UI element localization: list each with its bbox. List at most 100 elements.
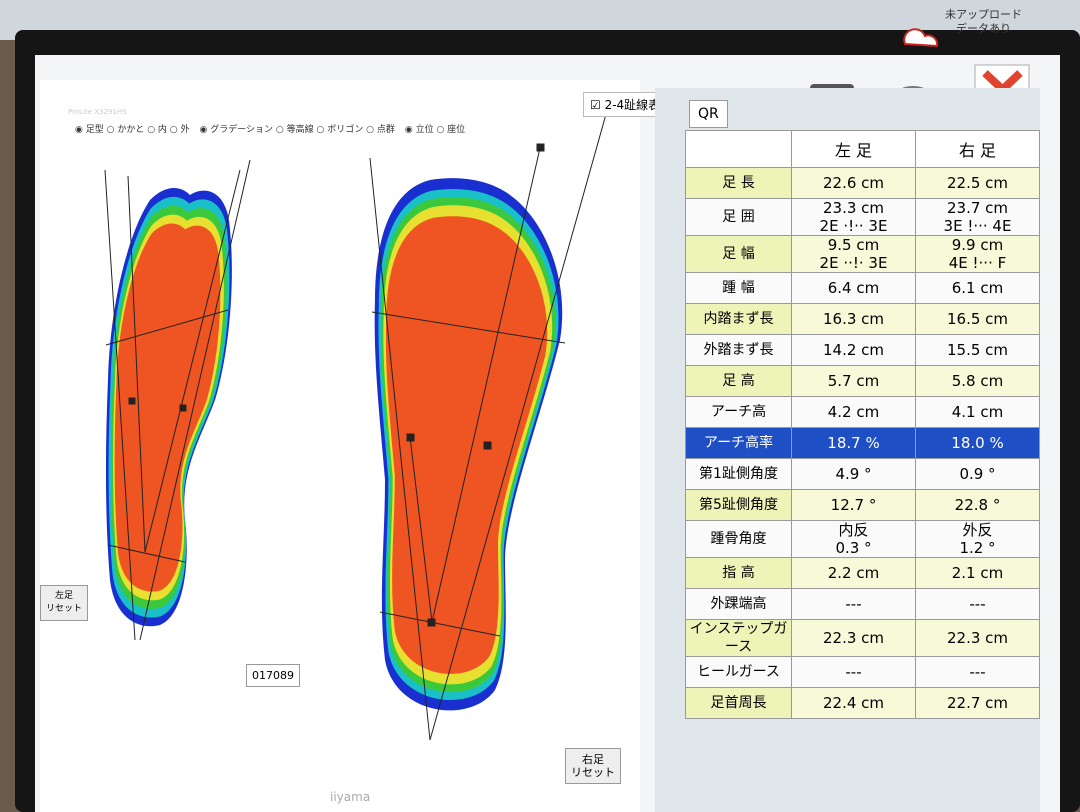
value-line: 16.5 cm (946, 310, 1009, 328)
value-line: 16.3 cm (822, 310, 885, 328)
left-value: 16.3 cm (791, 303, 916, 335)
row-label: インステップガース (685, 619, 792, 657)
left-value: 5.7 cm (791, 365, 916, 397)
row-label: 外踝端高 (685, 588, 792, 620)
guide-line (104, 169, 136, 641)
option[interactable]: ○ 等高線 (273, 125, 314, 135)
left-value: 23.3 cm 2E ·!·· 3E (791, 198, 916, 236)
left-value: 4.2 cm (791, 396, 916, 428)
table-row[interactable]: 外踝端高 --- --- (685, 588, 1040, 620)
value-line: 9.5 cm (827, 236, 880, 254)
table-row[interactable]: 足 幅 9.5 cm 2E ··!· 3E 9.9 cm 4E !··· F (685, 235, 1040, 273)
qr-button[interactable]: QR (689, 100, 728, 128)
right-value: 22.8 ° (915, 489, 1040, 521)
table-row[interactable]: 第1趾側角度 4.9 ° 0.9 ° (685, 458, 1040, 490)
option-group: ◉ 立位 ○ 座位 (405, 122, 465, 135)
toolbar: ◉ 足型 ○ かかと ○ 内 ○ 外 ◉ グラデーション ○ 等高線 ○ ポリゴン… (75, 122, 465, 135)
value-line: 4.1 cm (951, 403, 1004, 421)
value-line: 22.5 cm (946, 174, 1009, 192)
value-line: 23.7 cm (946, 199, 1009, 217)
option-label: 立位 (415, 125, 434, 135)
right-value: 2.1 cm (915, 557, 1040, 589)
guide-line (105, 309, 229, 346)
table-row[interactable]: 踵 幅 6.4 cm 6.1 cm (685, 272, 1040, 304)
option[interactable]: ○ 座位 (433, 125, 466, 135)
table-row[interactable]: インステップガース 22.3 cm 22.3 cm (685, 619, 1040, 657)
value-line: 外反 (962, 521, 993, 539)
measurement-panel: QR 左 足右 足足 長 22.6 cm 22.5 cm 足 囲 23.3 cm 2E ·… (655, 88, 1040, 812)
row-label: 踵骨角度 (685, 520, 792, 558)
table-row[interactable]: 足首周長 22.4 cm 22.7 cm (685, 687, 1040, 719)
marker (179, 404, 187, 412)
column-header: 左 足 (791, 130, 916, 168)
left-value: 22.4 cm (791, 687, 916, 719)
row-label: 指 高 (685, 557, 792, 589)
table-row[interactable]: 足 長 22.6 cm 22.5 cm (685, 167, 1040, 199)
right-value: 4.1 cm (915, 396, 1040, 428)
table-row[interactable]: 指 高 2.2 cm 2.1 cm (685, 557, 1040, 589)
value-line: 内反 (838, 521, 869, 539)
option-label: 等高線 (286, 125, 314, 135)
value-line: --- (845, 595, 862, 613)
monitor-model: ProLite X3291HS (68, 108, 127, 116)
value-line: 22.3 cm (946, 629, 1009, 647)
value-line: 14.2 cm (822, 341, 885, 359)
column-header: 右 足 (915, 130, 1040, 168)
left-value: 内反 0.3 ° (791, 520, 916, 558)
row-label: 第5趾側角度 (685, 489, 792, 521)
guide-line (369, 157, 431, 741)
right-value: 15.5 cm (915, 334, 1040, 366)
header-cell (685, 130, 792, 168)
monitor-brand: iiyama (330, 790, 371, 804)
right-value: 9.9 cm 4E !··· F (915, 235, 1040, 273)
option[interactable]: ○ 内 (144, 125, 167, 135)
guide-line (139, 159, 251, 641)
right-value: --- (915, 656, 1040, 688)
table-row[interactable]: 足 囲 23.3 cm 2E ·!·· 3E 23.7 cm 3E !··· 4E (685, 198, 1040, 236)
table-row[interactable]: アーチ高 4.2 cm 4.1 cm (685, 396, 1040, 428)
value-line: 3E !··· 4E (943, 217, 1012, 235)
guide-line (379, 611, 501, 637)
notice-line: 未アップロード (945, 8, 1022, 21)
marker (536, 143, 545, 152)
option[interactable]: ◉ 足型 (75, 125, 104, 135)
option-label: かかと (117, 125, 145, 135)
row-label: 外踏まず長 (685, 334, 792, 366)
option[interactable]: ○ 点群 (363, 125, 395, 135)
marker (483, 441, 492, 450)
left-value: --- (791, 656, 916, 688)
row-label: 足首周長 (685, 687, 792, 719)
option-label: 外 (180, 125, 190, 135)
option[interactable]: ○ かかと (103, 125, 145, 135)
value-line: --- (845, 663, 862, 681)
value-line: 4.2 cm (827, 403, 880, 421)
option[interactable]: ○ ポリゴン (313, 125, 364, 135)
value-line: 22.8 ° (954, 496, 1001, 514)
measure-lines (104, 99, 611, 741)
row-label: 足 幅 (685, 235, 792, 273)
option[interactable]: ○ 外 (166, 125, 190, 135)
table-row[interactable]: 足 高 5.7 cm 5.8 cm (685, 365, 1040, 397)
value-line: 22.3 cm (822, 629, 885, 647)
row-label: 足 高 (685, 365, 792, 397)
table-row[interactable]: 踵骨角度 内反 0.3 ° 外反 1.2 ° (685, 520, 1040, 558)
value-line: 15.5 cm (946, 341, 1009, 359)
upload-notice[interactable]: 未アップロード データあり (945, 8, 1022, 36)
right-value: --- (915, 588, 1040, 620)
row-label: 足 囲 (685, 198, 792, 236)
left-reset-button[interactable]: 左足 リセット (40, 585, 89, 621)
right-reset-button[interactable]: 右足 リセット (565, 748, 621, 784)
right-value: 22.3 cm (915, 619, 1040, 657)
option[interactable]: ◉ 立位 (404, 125, 434, 135)
table-row[interactable]: ヒールガース --- --- (685, 656, 1040, 688)
table-row[interactable]: 内踏まず長 16.3 cm 16.5 cm (685, 303, 1040, 335)
value-line: 18.7 % (827, 434, 880, 452)
cloud-icon (903, 28, 939, 48)
table-row[interactable]: 外踏まず長 14.2 cm 15.5 cm (685, 334, 1040, 366)
table-row[interactable]: アーチ高率 18.7 % 18.0 % (685, 427, 1040, 459)
option-label: ポリゴン (327, 125, 364, 135)
row-label: 踵 幅 (685, 272, 792, 304)
value-line: 2.1 cm (951, 564, 1004, 582)
option[interactable]: ◉ グラデーション (199, 125, 274, 135)
table-row[interactable]: 第5趾側角度 12.7 ° 22.8 ° (685, 489, 1040, 521)
